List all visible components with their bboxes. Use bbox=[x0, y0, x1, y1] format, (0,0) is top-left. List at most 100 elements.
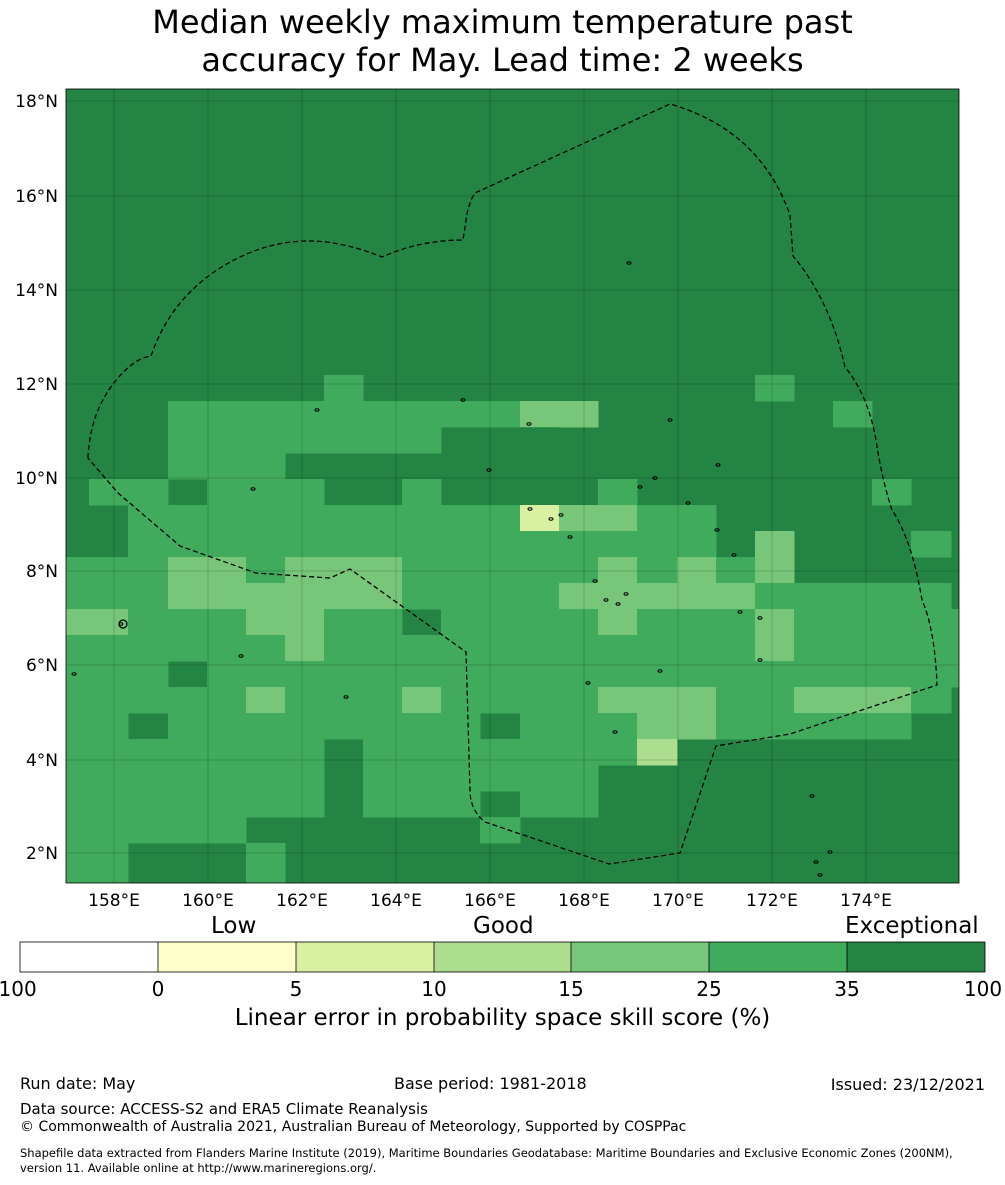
skill-cell bbox=[285, 609, 325, 636]
skill-cell bbox=[66, 635, 90, 662]
island-outline bbox=[731, 553, 737, 557]
island-outline bbox=[612, 730, 618, 734]
skill-cell bbox=[911, 635, 952, 662]
skill-cell bbox=[872, 635, 912, 662]
skill-cell bbox=[66, 739, 90, 766]
skill-cell bbox=[637, 713, 678, 740]
island-outline bbox=[623, 592, 629, 596]
skill-cell bbox=[246, 843, 286, 871]
skill-cell bbox=[911, 583, 952, 610]
skill-cell bbox=[951, 609, 959, 636]
skill-cell bbox=[441, 791, 481, 818]
skill-cell bbox=[207, 505, 247, 532]
skill-cell bbox=[207, 583, 247, 610]
skill-cell bbox=[402, 505, 442, 532]
skill-cell bbox=[794, 687, 834, 714]
skill-cell bbox=[402, 479, 442, 506]
skill-cell bbox=[168, 687, 208, 714]
skill-cell bbox=[677, 687, 717, 714]
skill-cell bbox=[441, 713, 481, 740]
skill-cell bbox=[480, 661, 521, 688]
skill-cell bbox=[363, 427, 403, 454]
lat-label: 2°N bbox=[26, 844, 58, 864]
skill-cell bbox=[363, 401, 403, 428]
skill-cell bbox=[246, 609, 286, 636]
skill-cell bbox=[207, 765, 247, 792]
skill-cell bbox=[637, 739, 678, 766]
colorbar-tick: 100 bbox=[963, 977, 1003, 1001]
skill-cell bbox=[285, 427, 325, 454]
skill-cell bbox=[285, 791, 325, 818]
lon-label: 158°E bbox=[88, 891, 140, 911]
map-gridlines bbox=[66, 89, 959, 883]
skill-cell bbox=[89, 583, 129, 610]
lon-label: 172°E bbox=[746, 891, 798, 911]
skill-cell bbox=[168, 817, 208, 844]
copyright: © Commonwealth of Australia 2021, Austra… bbox=[20, 1119, 687, 1135]
skill-cell bbox=[441, 687, 481, 714]
skill-cell bbox=[363, 557, 403, 584]
skill-cell bbox=[911, 531, 952, 558]
island-outline bbox=[657, 669, 663, 673]
skill-cell bbox=[207, 661, 247, 688]
skill-cell bbox=[637, 505, 678, 532]
skill-cell bbox=[66, 583, 90, 610]
island-outline bbox=[685, 501, 691, 505]
issued-date: Issued: 23/12/2021 bbox=[830, 1075, 985, 1094]
skill-cell bbox=[285, 713, 325, 740]
skill-cell bbox=[363, 661, 403, 688]
island-outline bbox=[813, 860, 819, 864]
shapefile-credit-line-1: Shapefile data extracted from Flanders M… bbox=[20, 1146, 953, 1160]
skill-cell bbox=[716, 583, 756, 610]
skill-cell bbox=[402, 401, 442, 428]
skill-cell bbox=[911, 661, 952, 688]
skill-cell bbox=[89, 791, 129, 818]
skill-cell bbox=[363, 687, 403, 714]
skill-cell bbox=[520, 635, 560, 662]
skill-cell bbox=[559, 609, 599, 636]
lat-label: 8°N bbox=[26, 562, 58, 582]
skill-cell bbox=[755, 687, 795, 714]
base-period: Base period: 1981-2018 bbox=[394, 1074, 587, 1093]
lon-label: 160°E bbox=[182, 891, 234, 911]
skill-cell bbox=[677, 661, 717, 688]
skill-cell bbox=[520, 401, 559, 427]
colorbar-category-low: Low bbox=[211, 913, 257, 939]
skill-cell bbox=[363, 739, 403, 766]
skill-cell bbox=[246, 739, 286, 766]
skill-cell bbox=[128, 791, 169, 818]
island-outline bbox=[626, 261, 632, 265]
skill-cell bbox=[755, 583, 795, 610]
island-outline bbox=[615, 602, 621, 606]
skill-cell bbox=[441, 505, 481, 532]
skill-cell bbox=[246, 583, 286, 610]
skill-cell bbox=[794, 583, 834, 610]
skill-cell bbox=[363, 531, 403, 558]
skill-cell bbox=[637, 635, 678, 662]
skill-cell bbox=[89, 557, 129, 584]
colorbar-segment bbox=[296, 942, 434, 972]
skill-cell bbox=[89, 739, 129, 766]
island-outline bbox=[737, 610, 743, 614]
skill-cell bbox=[66, 661, 90, 688]
latitude-labels: 18°N 16°N 14°N 12°N 10°N 8°N 6°N 4°N 2°N bbox=[15, 92, 58, 864]
skill-cell bbox=[207, 791, 247, 818]
skill-cell bbox=[520, 765, 560, 792]
skill-cell bbox=[285, 687, 325, 714]
skill-cell bbox=[520, 609, 560, 636]
skill-cell bbox=[128, 531, 169, 558]
map-title-line-2: accuracy for May. Lead time: 2 weeks bbox=[201, 41, 804, 79]
skill-cell bbox=[246, 427, 286, 454]
atoll-outline bbox=[118, 619, 128, 629]
skill-cell bbox=[872, 661, 912, 688]
skill-cell bbox=[755, 609, 795, 636]
skill-cell bbox=[285, 505, 325, 532]
skill-cell bbox=[285, 661, 325, 688]
colorbar-tick: 35 bbox=[834, 977, 860, 1001]
skill-cell bbox=[246, 687, 286, 714]
skill-cell bbox=[66, 609, 90, 636]
shapefile-credit-line-2: version 11. Available online at http://w… bbox=[20, 1161, 377, 1175]
skill-cell bbox=[89, 817, 129, 844]
skill-cell bbox=[324, 427, 364, 454]
map-title-line-1: Median weekly maximum temperature past bbox=[152, 3, 853, 41]
